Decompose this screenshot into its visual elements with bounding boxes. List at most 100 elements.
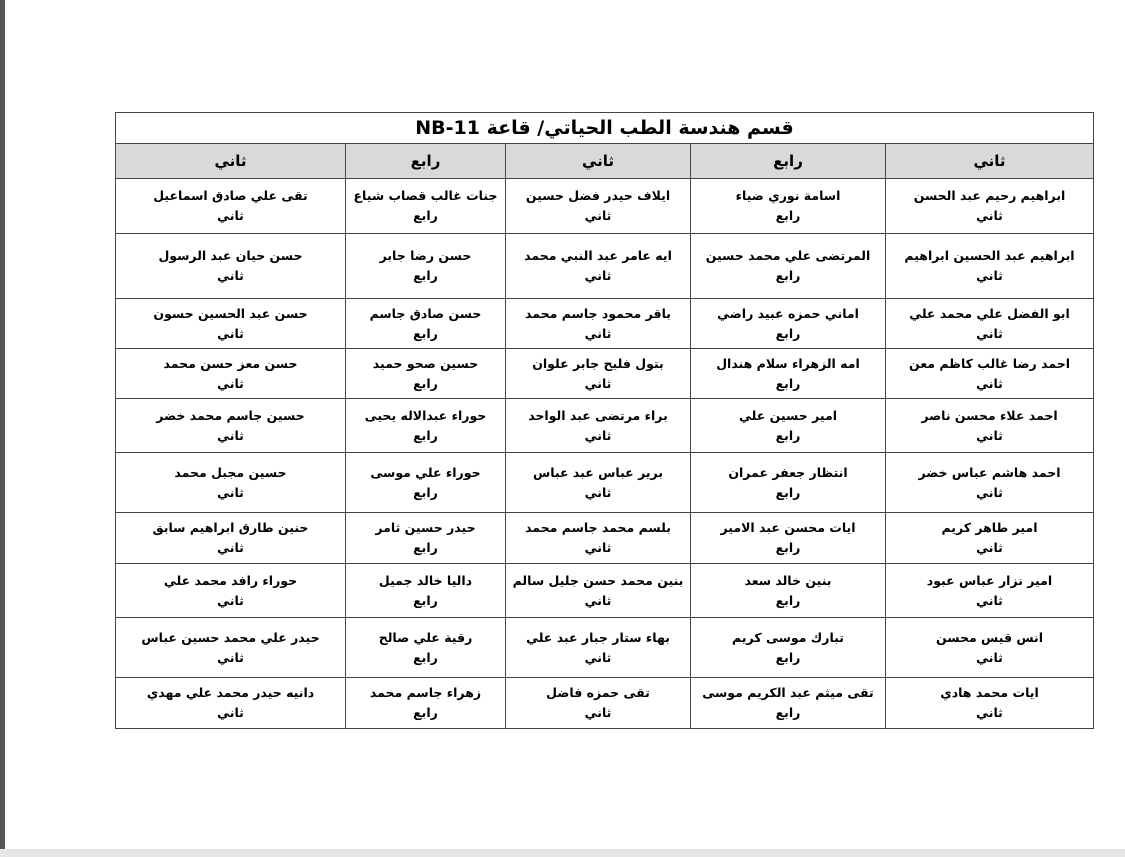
table-row: انس قيس محسن ثاني تبارك موسى كريم رابع بهاء … [115,617,1094,678]
student-name: المرتضى علي محمد حسين [705,248,871,263]
student-level: ثاني [217,427,244,443]
student-name: امير طاهر كريم [941,520,1038,535]
student-cell: حوراء عبدالاله يحيى رابع [345,398,506,453]
student-cell: باقر محمود جاسم محمد ثاني [505,298,691,349]
student-name: ايه عامر عبد النبي محمد [524,248,672,263]
student-level: رابع [413,208,438,223]
student-name: اسامة نوري ضياء [735,188,841,203]
student-cell: ايه عامر عبد النبي محمد ثاني [505,233,691,299]
table-row: ابراهيم رحيم عبد الحسن ثاني اسامة نوري ضيا… [115,178,1094,234]
student-level: ثاني [584,375,612,391]
student-name: حسين جاسم محمد خضر [156,407,305,423]
student-cell: انتظار جعفر عمران رابع [690,452,886,513]
student-cell: امير حسين علي رابع [690,398,886,453]
student-level: رابع [413,375,438,391]
student-level: رابع [775,268,801,283]
student-cell: ابراهيم عبد الحسين ابراهيم ثاني [885,233,1094,299]
student-level: رابع [775,208,801,223]
header-row: ثاني رابع ثاني رابع ثاني [115,143,1094,179]
table-title: قسم هندسة الطب الحياتي/ قاعة NB-11 [115,112,1094,144]
student-level: رابع [413,705,438,720]
student-level: ثاني [976,649,1003,665]
student-level: رابع [775,427,801,443]
student-name: بنين محمد حسن جليل سالم [512,572,684,588]
student-level: ثاني [976,484,1003,500]
student-cell: جنات غالب قصاب شياع رابع [345,178,506,234]
column-header: ثاني [115,143,346,179]
student-cell: رقية علي صالح رابع [345,617,506,678]
student-cell: ابو الفضل علي محمد علي ثاني [885,298,1094,349]
student-level: ثاني [584,592,612,608]
student-name: تقى ميثم عبد الكريم موسى [702,685,874,700]
student-level: ثاني [976,592,1003,608]
student-level: ثاني [584,325,612,341]
student-level: رابع [413,649,438,665]
student-name: حسين صحو حميد [372,355,479,371]
student-name: حسن معز حسن محمد [163,355,298,371]
student-level: رابع [413,427,438,443]
student-cell: حيدر علي محمد حسين عباس ثاني [115,617,346,678]
student-cell: انس قيس محسن ثاني [885,617,1094,678]
student-level: ثاني [584,208,612,223]
student-level: رابع [775,325,801,341]
student-cell: بهاء ستار جبار عبد علي ثاني [505,617,691,678]
student-cell: حسن صادق جاسم رابع [345,298,506,349]
student-cell: بنين خالد سعد رابع [690,563,886,618]
student-level: ثاني [976,375,1003,391]
student-name: تقى حمزه فاضل [546,685,650,700]
student-level: ثاني [584,427,612,443]
student-name: امير حسين علي [739,407,837,423]
student-level: رابع [775,540,801,555]
student-name: رقية علي صالح [378,629,473,645]
student-name: احمد علاء محسن ناصر [921,407,1058,423]
student-name: حسن رضا جابر [379,248,472,263]
seating-table: قسم هندسة الطب الحياتي/ قاعة NB-11 ثاني ر… [115,112,1094,729]
student-cell: حوراء رافد محمد علي ثاني [115,563,346,618]
student-level: رابع [775,375,801,391]
student-cell: احمد هاشم عباس خضر ثاني [885,452,1094,513]
student-name: حوراء رافد محمد علي [163,572,298,588]
student-cell: ابراهيم رحيم عبد الحسن ثاني [885,178,1094,234]
student-name: بتول فليح جابر علوان [532,355,664,371]
student-name: احمد رضا غالب كاظم معن [908,355,1070,371]
student-cell: حوراء علي موسى رابع [345,452,506,513]
student-level: رابع [413,484,438,500]
page-bottom-margin [0,849,1125,857]
student-name: داليا خالد جميل [378,572,473,588]
student-name: حيدر علي محمد حسين عباس [141,629,320,645]
student-level: ثاني [217,268,244,283]
student-name: زهراء جاسم محمد [369,685,482,700]
student-level: ثاني [584,540,612,555]
table-row: ايات محمد هادي ثاني تقى ميثم عبد الكريم مو… [115,677,1094,729]
student-cell: احمد علاء محسن ناصر ثاني [885,398,1094,453]
student-cell: احمد رضا غالب كاظم معن ثاني [885,348,1094,399]
student-name: امه الزهراء سلام هندال [716,355,860,371]
student-level: رابع [775,592,801,608]
student-cell: اسامة نوري ضياء رابع [690,178,886,234]
student-level: ثاني [584,484,612,500]
student-level: رابع [775,649,801,665]
student-name: بلسم محمد جاسم محمد [525,520,671,535]
student-cell: تبارك موسى كريم رابع [690,617,886,678]
student-level: رابع [413,540,438,555]
student-level: ثاني [976,705,1003,720]
student-level: ثاني [217,325,244,341]
student-cell: براء مرتضى عبد الواحد ثاني [505,398,691,453]
student-level: ثاني [217,649,244,665]
table-row: احمد علاء محسن ناصر ثاني امير حسين علي رابع… [115,398,1094,453]
student-cell: حنين طارق ابراهيم سابق ثاني [115,512,346,564]
student-cell: ايات محمد هادي ثاني [885,677,1094,729]
student-name: باقر محمود جاسم محمد [525,305,671,321]
student-name: ايلاف حيدر فضل حسين [525,188,671,203]
student-cell: ايات محسن عبد الامير رابع [690,512,886,564]
table-row: ابو الفضل علي محمد علي ثاني اماني حمزه عبي… [115,298,1094,349]
table-row: احمد رضا غالب كاظم معن ثاني امه الزهراء سل… [115,348,1094,399]
student-name: براء مرتضى عبد الواحد [528,407,668,423]
student-cell: حسين صحو حميد رابع [345,348,506,399]
student-name: حسن صادق جاسم [369,305,482,321]
student-level: رابع [775,705,801,720]
student-name: حوراء عبدالاله يحيى [364,407,487,423]
student-name: جنات غالب قصاب شياع [353,188,498,203]
student-cell: ايلاف حيدر فضل حسين ثاني [505,178,691,234]
student-cell: بلسم محمد جاسم محمد ثاني [505,512,691,564]
